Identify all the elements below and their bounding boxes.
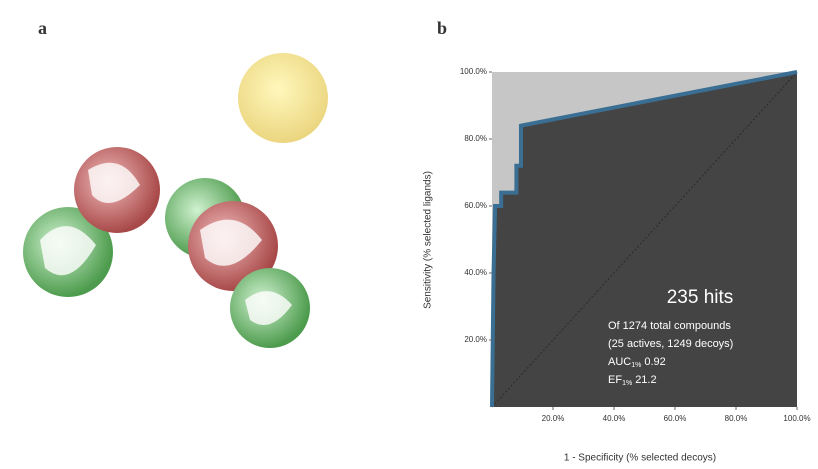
x-tick-label: 80.0%: [725, 414, 748, 423]
panel-label: a: [38, 18, 47, 38]
x-tick-label: 40.0%: [603, 414, 626, 423]
page: a b 20.0% 40.0% 60.0% 80.0% 100.0% 20.0% 40.0%…: [0, 0, 818, 469]
split-annotation: (25 actives, 1249 decoys): [608, 338, 733, 350]
y-tick-label: 20.0%: [464, 335, 487, 344]
total-annotation: Of 1274 total compounds: [608, 320, 731, 332]
x-tick-label: 60.0%: [664, 414, 687, 423]
x-tick-label: 100.0%: [783, 414, 810, 423]
auc-value: 0.92: [644, 356, 665, 368]
ef-subscript: 1%: [622, 380, 632, 387]
ef-label: EF: [608, 374, 622, 386]
auc-subscript: 1%: [631, 362, 641, 369]
y-tick-label: 40.0%: [464, 268, 487, 277]
y-tick-label: 100.0%: [460, 67, 487, 76]
x-axis-label: 1 - Specificity (% selected decoys): [564, 453, 716, 464]
y-tick-label: 80.0%: [464, 134, 487, 143]
pharmacophore-model: [23, 53, 328, 348]
y-axis-label: Sensitivity (% selected ligands): [423, 171, 434, 309]
y-tick-label: 60.0%: [464, 201, 487, 210]
figure: a b 20.0% 40.0% 60.0% 80.0% 100.0% 20.0% 40.0%…: [0, 0, 818, 469]
auc-label: AUC: [608, 356, 631, 368]
hits-annotation: 235 hits: [667, 287, 734, 308]
ef-value: 21.2: [635, 374, 656, 386]
panel-label: b: [437, 18, 447, 38]
x-tick-label: 20.0%: [542, 414, 565, 423]
